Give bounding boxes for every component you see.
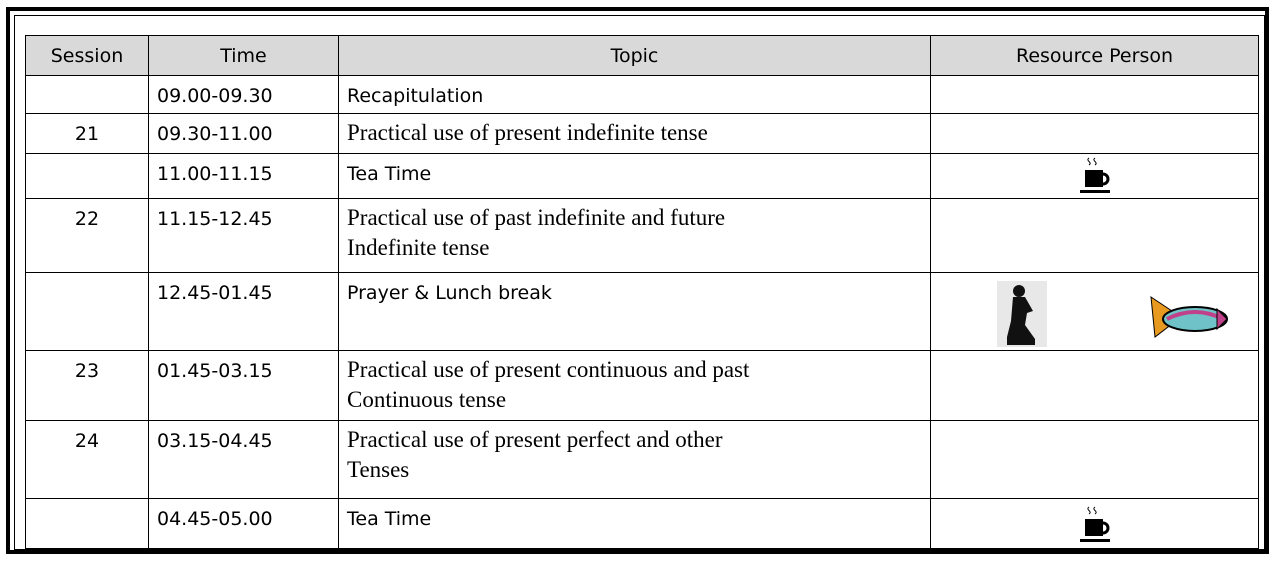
schedule-table: Session Time Topic Resource Person 09.00…: [25, 35, 1259, 549]
row: 04.45-05.00 Tea Time: [25, 498, 1259, 549]
resource-cell: [930, 350, 1259, 421]
time-cell: 09.00-09.30: [148, 75, 339, 114]
row: 11.00-11.15 Tea Time: [25, 153, 1259, 199]
topic-cell: Recapitulation: [338, 75, 931, 114]
time-cell: 11.15-12.45: [148, 198, 339, 273]
time-cell: 01.45-03.15: [148, 350, 339, 421]
topic-cell: Prayer & Lunch break: [338, 272, 931, 351]
resource-cell: [930, 113, 1259, 154]
row: 12.45-01.45 Prayer & Lunch break: [25, 272, 1259, 351]
session-cell: [25, 272, 149, 351]
header-cell: Time: [148, 35, 339, 76]
time-cell: 03.15-04.45: [148, 420, 339, 499]
topic-cell: Practical use of present continuous and …: [338, 350, 931, 421]
header-cell: Session: [25, 35, 149, 76]
topic-cell: Practical use of present indefinite tens…: [338, 113, 931, 154]
row: 22 11.15-12.45 Practical use of past ind…: [25, 198, 1259, 273]
row: 24 03.15-04.45 Practical use of present …: [25, 420, 1259, 499]
row: 09.00-09.30 Recapitulation: [25, 75, 1259, 114]
topic-cell: Tea Time: [338, 498, 931, 549]
session-cell: 22: [25, 198, 149, 273]
fish-icon: [1150, 295, 1228, 338]
cup-icon: [1080, 506, 1110, 542]
resource-cell: [930, 498, 1259, 549]
session-cell: 21: [25, 113, 149, 154]
resource-cell: [930, 198, 1259, 273]
prayer-icon: [997, 281, 1047, 347]
cup-icon: [1080, 157, 1110, 193]
session-cell: 23: [25, 350, 149, 421]
time-cell: 04.45-05.00: [148, 498, 339, 549]
frame: [14, 15, 1265, 550]
resource-cell: [930, 420, 1259, 499]
session-cell: [25, 75, 149, 114]
header-row: Session Time Topic Resource Person: [25, 35, 1259, 76]
row: 21 09.30-11.00 Practical use of present …: [25, 113, 1259, 154]
session-cell: 24: [25, 420, 149, 499]
topic-cell: Tea Time: [338, 153, 931, 199]
resource-cell: [930, 153, 1259, 199]
time-cell: 12.45-01.45: [148, 272, 339, 351]
topic-cell: Practical use of present perfect and oth…: [338, 420, 931, 499]
resource-cell: [930, 75, 1259, 114]
resource-cell: [930, 272, 1259, 351]
time-cell: 11.00-11.15: [148, 153, 339, 199]
frame: [6, 7, 1269, 554]
header-cell: Topic: [338, 35, 931, 76]
session-cell: [25, 153, 149, 199]
topic-cell: Practical use of past indefinite and fut…: [338, 198, 931, 273]
session-cell: [25, 498, 149, 549]
time-cell: 09.30-11.00: [148, 113, 339, 154]
header-cell: Resource Person: [930, 35, 1259, 76]
row: 23 01.45-03.15 Practical use of present …: [25, 350, 1259, 421]
